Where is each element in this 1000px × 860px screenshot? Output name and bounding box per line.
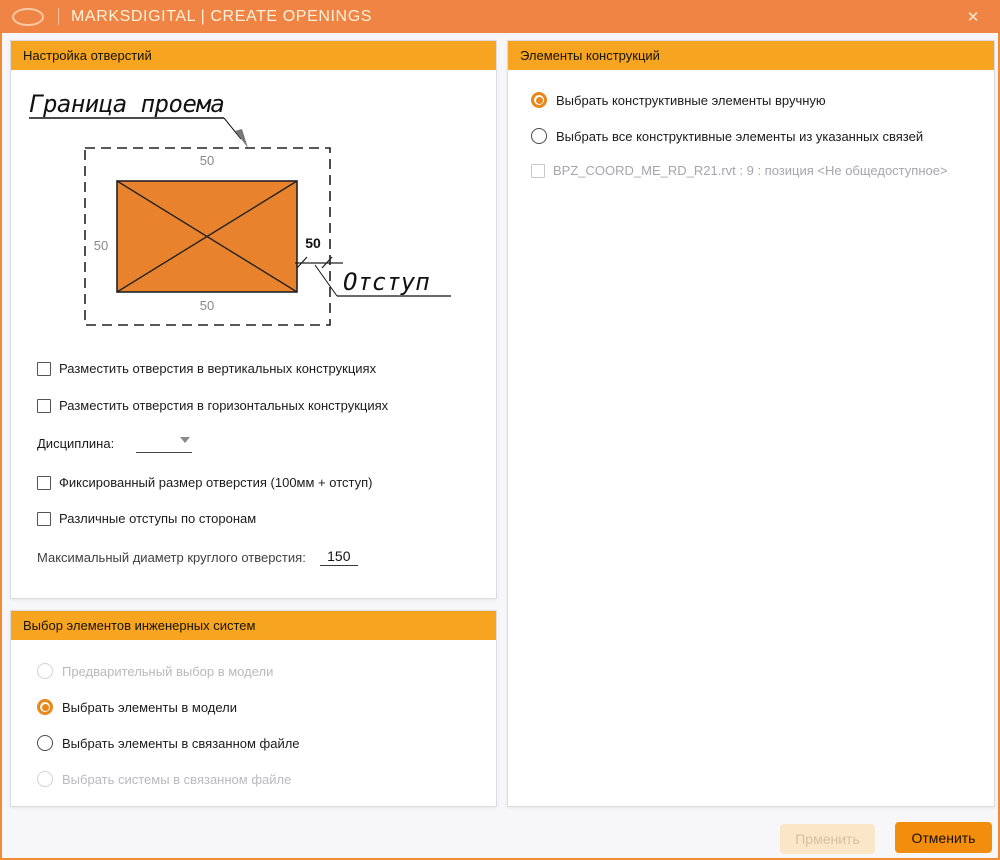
window-title: MARKSDIGITAL | CREATE OPENINGS	[71, 7, 373, 25]
radio-button[interactable]	[531, 128, 547, 144]
radio-select-elements-in-model[interactable]: Выбрать элементы в модели	[37, 699, 237, 715]
titlebar: MARKSDIGITAL | CREATE OPENINGS ✕	[0, 0, 1000, 33]
radio-label: Выбрать элементы в модели	[62, 699, 238, 715]
discipline-dropdown[interactable]	[136, 434, 193, 453]
diagram-boundary-label: Граница проема	[29, 90, 224, 118]
checkbox-box	[531, 163, 545, 178]
opening-diagram: Граница проема 50 50 50 50	[29, 90, 451, 326]
diagram-offset-label: Отступ	[343, 268, 430, 296]
radio-button[interactable]	[531, 92, 547, 108]
radio-label: Выбрать конструктивные элементы вручную	[556, 92, 826, 108]
panel-structural-elements-header: Элементы конструкций	[508, 41, 994, 70]
max-diameter-label: Максимальный диаметр круглого отверстия:	[37, 549, 306, 565]
chevron-down-icon	[180, 437, 191, 443]
checkbox-horizontal-structures[interactable]: Разместить отверстия в горизонтальных ко…	[37, 398, 388, 413]
checkbox-box[interactable]	[37, 361, 51, 376]
offset-value-bottom: 50	[200, 298, 214, 313]
checkbox-vertical-structures-label: Разместить отверстия в вертикальных конс…	[59, 361, 377, 376]
radio-label: Выбрать все конструктивные элементы из у…	[556, 128, 924, 144]
panel-structural-elements: Элементы конструкций Выбрать конструктив…	[507, 40, 995, 807]
checkbox-side-offsets-label: Различные отступы по сторонам	[59, 511, 257, 526]
checkbox-box[interactable]	[37, 398, 51, 413]
offset-value-top: 50	[200, 153, 214, 168]
offset-value-right: 50	[305, 235, 321, 251]
checkbox-link-file: BPZ_COORD_ME_RD_R21.rvt : 9 : позиция <Н…	[531, 163, 948, 178]
radio-select-structural-manually[interactable]: Выбрать конструктивные элементы вручную	[531, 92, 826, 108]
checkbox-vertical-structures[interactable]: Разместить отверстия в вертикальных конс…	[37, 361, 376, 376]
radio-label: Выбрать системы в связанном файле	[62, 771, 292, 787]
radio-button	[37, 663, 53, 679]
radio-select-elements-in-link[interactable]: Выбрать элементы в связанном файле	[37, 735, 300, 751]
checkbox-fixed-size-label: Фиксированный размер отверстия (100мм + …	[59, 475, 373, 490]
offset-value-left: 50	[94, 238, 108, 253]
discipline-row: Дисциплина:	[37, 434, 193, 453]
apply-button: Прменить	[780, 824, 875, 854]
diagram-dashed-boundary	[84, 147, 331, 326]
checkbox-side-offsets[interactable]: Различные отступы по сторонам	[37, 511, 256, 526]
close-icon[interactable]: ✕	[966, 8, 980, 26]
radio-select-structural-from-links[interactable]: Выбрать все конструктивные элементы из у…	[531, 128, 923, 144]
radio-button	[37, 771, 53, 787]
diagram-leader-arrow	[235, 129, 248, 148]
panel-mep-selection-header: Выбор элементов инженерных систем	[11, 611, 496, 640]
cancel-button[interactable]: Отменить	[895, 822, 992, 853]
link-file-label: BPZ_COORD_ME_RD_R21.rvt : 9 : позиция <Н…	[553, 163, 948, 178]
radio-button[interactable]	[37, 699, 53, 715]
radio-button[interactable]	[37, 735, 53, 751]
radio-preselect-in-model: Предварительный выбор в модели	[37, 663, 273, 679]
discipline-label: Дисциплина:	[37, 436, 115, 451]
checkbox-box[interactable]	[37, 511, 51, 526]
radio-label: Выбрать элементы в связанном файле	[62, 735, 300, 751]
panel-opening-settings-header: Настройка отверстий	[11, 41, 496, 70]
app-logo-icon	[12, 7, 44, 26]
checkbox-fixed-size[interactable]: Фиксированный размер отверстия (100мм + …	[37, 475, 372, 490]
radio-label: Предварительный выбор в модели	[62, 663, 274, 679]
radio-select-systems-in-link: Выбрать системы в связанном файле	[37, 771, 291, 787]
max-diameter-row: Максимальный диаметр круглого отверстия:…	[37, 548, 358, 566]
panel-opening-settings: Настройка отверстий Граница проема 50 50…	[10, 40, 497, 599]
checkbox-horizontal-structures-label: Разместить отверстия в горизонтальных ко…	[59, 398, 389, 413]
panel-mep-selection: Выбор элементов инженерных систем Предва…	[10, 610, 497, 807]
max-diameter-input[interactable]: 150	[319, 548, 358, 566]
checkbox-box[interactable]	[37, 475, 51, 490]
titlebar-separator	[58, 8, 59, 25]
